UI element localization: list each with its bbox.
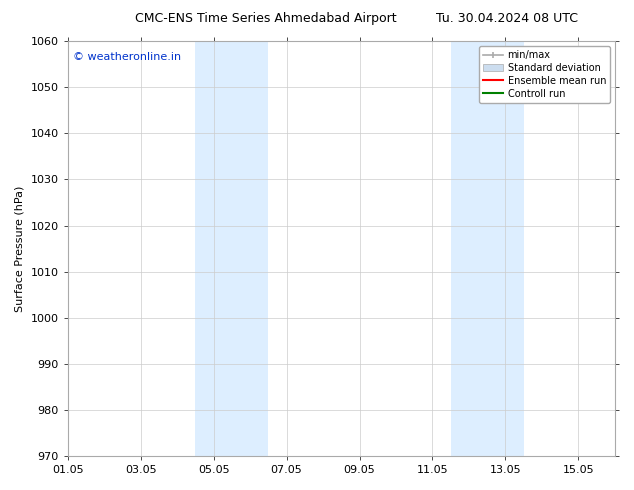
Bar xyxy=(451,41,524,456)
Bar xyxy=(195,41,268,456)
Y-axis label: Surface Pressure (hPa): Surface Pressure (hPa) xyxy=(15,185,25,312)
Text: CMC-ENS Time Series Ahmedabad Airport: CMC-ENS Time Series Ahmedabad Airport xyxy=(136,12,397,25)
Text: © weatheronline.in: © weatheronline.in xyxy=(73,51,181,62)
Legend: min/max, Standard deviation, Ensemble mean run, Controll run: min/max, Standard deviation, Ensemble me… xyxy=(479,46,610,102)
Text: Tu. 30.04.2024 08 UTC: Tu. 30.04.2024 08 UTC xyxy=(436,12,578,25)
